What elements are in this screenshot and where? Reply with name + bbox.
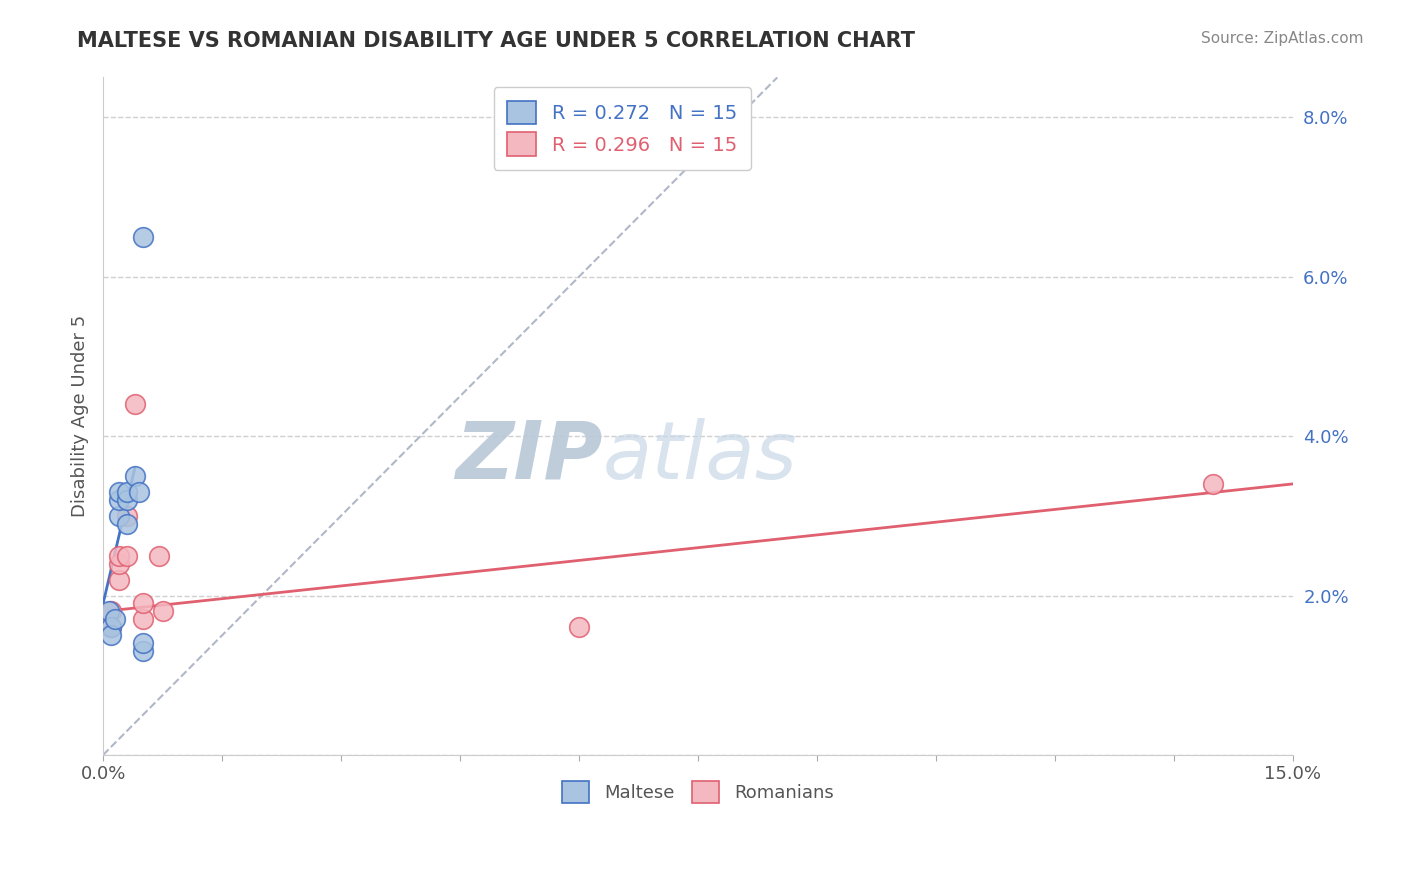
Point <box>108 508 131 523</box>
Point <box>124 469 146 483</box>
Point <box>124 397 146 411</box>
Text: ZIP: ZIP <box>456 417 603 496</box>
Text: atlas: atlas <box>603 417 797 496</box>
Point <box>132 636 155 650</box>
Point <box>115 484 138 499</box>
Point <box>108 492 131 507</box>
Point <box>100 628 122 642</box>
Point <box>100 620 122 634</box>
Point <box>108 549 131 563</box>
Point <box>108 573 131 587</box>
Text: MALTESE VS ROMANIAN DISABILITY AGE UNDER 5 CORRELATION CHART: MALTESE VS ROMANIAN DISABILITY AGE UNDER… <box>77 31 915 51</box>
Point <box>115 508 138 523</box>
Point <box>148 549 170 563</box>
Point <box>100 604 122 618</box>
Point <box>96 612 118 626</box>
Point <box>132 597 155 611</box>
Point <box>108 557 131 571</box>
Point <box>115 549 138 563</box>
Point <box>115 492 138 507</box>
Point <box>98 604 121 618</box>
Point <box>1202 477 1225 491</box>
Point <box>132 612 155 626</box>
Point <box>108 484 131 499</box>
Point <box>128 484 150 499</box>
Legend: Maltese, Romanians: Maltese, Romanians <box>551 770 845 814</box>
Point <box>100 620 122 634</box>
Point <box>132 644 155 658</box>
Point <box>132 230 155 244</box>
Point <box>568 620 591 634</box>
Point <box>104 612 127 626</box>
Point <box>152 604 174 618</box>
Y-axis label: Disability Age Under 5: Disability Age Under 5 <box>72 315 89 517</box>
Text: Source: ZipAtlas.com: Source: ZipAtlas.com <box>1201 31 1364 46</box>
Point <box>115 516 138 531</box>
